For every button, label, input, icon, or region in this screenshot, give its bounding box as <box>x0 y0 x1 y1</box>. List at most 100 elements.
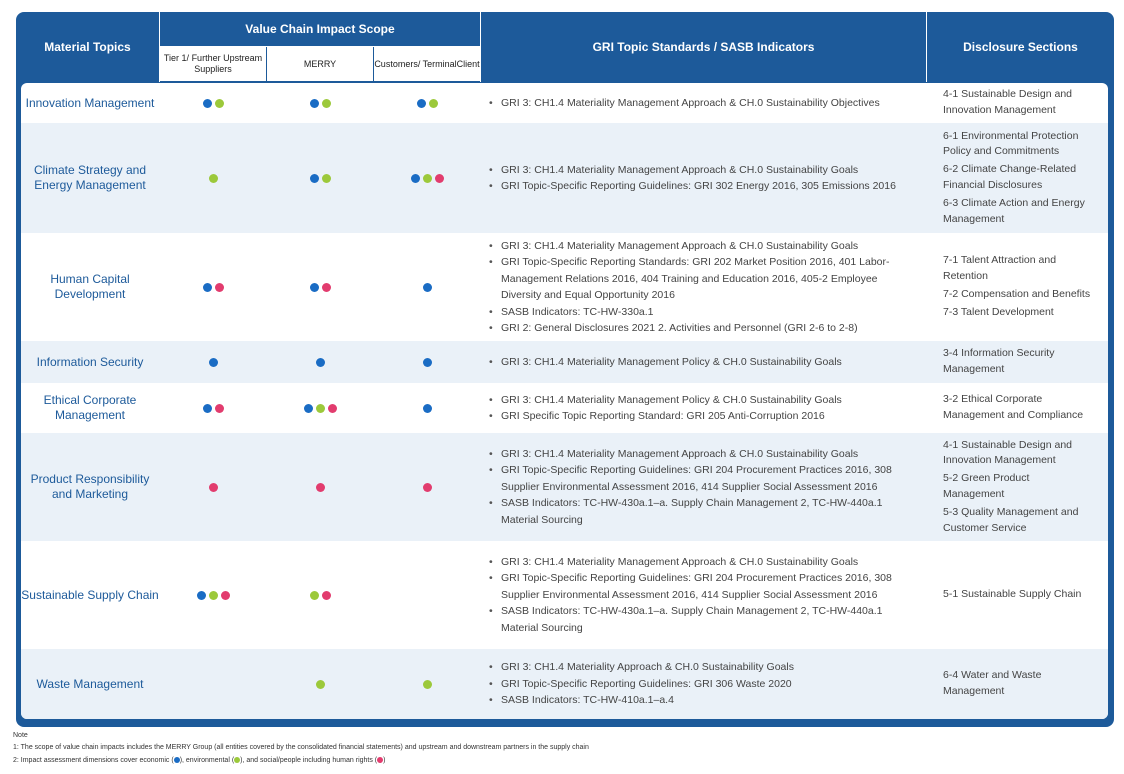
note-title: Note <box>13 731 28 740</box>
blue-dot-icon <box>309 282 319 292</box>
impact-cell-upstream <box>160 341 266 383</box>
note-2: 2: Impact assessment dimensions cover ec… <box>13 756 385 765</box>
red-dot-icon <box>208 482 218 492</box>
gri-item: GRI 3: CH1.4 Materiality Management Appr… <box>487 238 905 255</box>
table-row: Waste Management GRI 3: CH1.4 Materiality… <box>21 649 1108 719</box>
note-2-text-d: ) <box>383 757 386 764</box>
impact-cell-customers <box>374 433 480 541</box>
impact-cell-merry <box>267 123 373 233</box>
blue-dot-icon <box>416 98 426 108</box>
impact-cell-merry <box>267 649 373 719</box>
material-topic: Sustainable Supply Chain <box>21 587 159 602</box>
impact-cell-customers <box>374 341 480 383</box>
green-dot-icon <box>422 173 432 183</box>
impact-cell-merry <box>267 83 373 123</box>
impact-cell-upstream <box>160 233 266 341</box>
disclosure-section: 7-3 Talent Development <box>943 305 1054 318</box>
red-dot-icon <box>422 482 432 492</box>
gri-cell: GRI 3: CH1.4 Materiality Management Appr… <box>487 541 905 649</box>
header-col-upstream: Tier 1/ Further Upstream Suppliers <box>160 47 266 81</box>
note-1-text: 1: The scope of value chain impacts incl… <box>13 744 589 751</box>
green-dot-icon <box>321 98 331 108</box>
table-row: Innovation Management GRI 3: CH1.4 Materi… <box>21 83 1108 123</box>
header-col-merry: MERRY <box>267 47 373 81</box>
gri-item: GRI Specific Topic Reporting Standard: G… <box>487 408 905 425</box>
table-row: Climate Strategy and Energy Management GR… <box>21 123 1108 233</box>
blue-dot-icon <box>309 98 319 108</box>
disclosure-section: 6-2 Climate Change-Related Financial Dis… <box>943 163 1077 191</box>
red-dot-icon <box>214 282 224 292</box>
disclosure-section: 6-4 Water and Waste Management <box>943 669 1042 697</box>
material-topic: Climate Strategy and Energy Management <box>33 163 147 192</box>
disclosure-section: 3-2 Ethical Corporate Management and Com… <box>943 393 1084 421</box>
green-dot-icon <box>422 679 432 689</box>
gri-item: GRI 3: CH1.4 Materiality Management Appr… <box>487 554 905 571</box>
impact-cell-merry <box>267 383 373 433</box>
blue-dot-icon <box>202 282 212 292</box>
impact-cell-merry <box>267 541 373 649</box>
impact-cell-upstream <box>160 541 266 649</box>
impact-cell-customers <box>374 123 480 233</box>
red-dot-icon <box>220 590 230 600</box>
header-value-chain-label: Value Chain Impact Scope <box>245 22 395 36</box>
impact-cell-customers <box>374 541 480 649</box>
header-disclosure: Disclosure Sections <box>927 12 1114 82</box>
economic-dot-icon <box>173 757 180 763</box>
note-1: 1: The scope of value chain impacts incl… <box>13 743 589 752</box>
blue-dot-icon <box>196 590 206 600</box>
environmental-dot-icon <box>234 757 241 763</box>
gri-item: SASB Indicators: TC-HW-330a.1 <box>487 304 905 321</box>
gri-item: GRI Topic-Specific Reporting Standards: … <box>487 254 905 304</box>
header-disclosure-label: Disclosure Sections <box>963 40 1078 54</box>
note-2-text-a: 2: Impact assessment dimensions cover ec… <box>13 757 174 764</box>
impact-cell-merry <box>267 233 373 341</box>
blue-dot-icon <box>202 403 212 413</box>
blue-dot-icon <box>410 173 420 183</box>
blue-dot-icon <box>422 357 432 367</box>
material-topic: Waste Management <box>36 676 144 691</box>
material-topic: Product Responsibility and Marketing <box>30 472 150 501</box>
blue-dot-icon <box>422 403 432 413</box>
gri-cell: GRI 3: CH1.4 Materiality Management Appr… <box>487 233 905 341</box>
impact-cell-customers <box>374 383 480 433</box>
red-dot-icon <box>315 482 325 492</box>
green-dot-icon <box>214 98 224 108</box>
gri-item: GRI 3: CH1.4 Materiality Management Poli… <box>487 392 905 409</box>
disclosure-section: 7-2 Compensation and Benefits <box>943 288 1091 300</box>
table-body: Innovation Management GRI 3: CH1.4 Materi… <box>21 83 1108 719</box>
disclosure-section: 6-3 Climate Action and Energy Management <box>943 196 1085 225</box>
header-col-customers: Customers/ TerminalClient <box>374 47 480 81</box>
blue-dot-icon <box>309 173 319 183</box>
disclosure-cell: 3-4 Information Security Management <box>943 341 1093 383</box>
green-dot-icon <box>208 173 218 183</box>
impact-cell-customers <box>374 233 480 341</box>
material-topic: Innovation Management <box>25 95 155 110</box>
note-2-text-b: ), environmental ( <box>179 757 235 764</box>
impact-cell-upstream <box>160 123 266 233</box>
material-topic: Human Capital Development <box>50 272 130 301</box>
table-row: Human Capital Development GRI 3: CH1.4 Ma… <box>21 233 1108 341</box>
disclosure-section: 5-1 Sustainable Supply Chain <box>943 588 1082 601</box>
gri-item: GRI 2: General Disclosures 2021 2. Activ… <box>487 320 905 337</box>
red-dot-icon <box>321 282 331 292</box>
header-value-chain: Value Chain Impact Scope <box>160 12 480 46</box>
green-dot-icon <box>321 173 331 183</box>
note-title-text: Note <box>13 732 28 739</box>
gri-item: GRI Topic-Specific Reporting Guidelines:… <box>487 178 905 195</box>
disclosure-section: 7-1 Talent Attraction and Retention <box>943 254 1057 283</box>
green-dot-icon <box>309 590 319 600</box>
impact-cell-merry <box>267 341 373 383</box>
gri-item: GRI 3: CH1.4 Materiality Approach & CH.0… <box>487 659 905 676</box>
disclosure-cell: 6-4 Water and Waste Management <box>943 649 1093 719</box>
disclosure-cell: 4-1 Sustainable Design and Innovation Ma… <box>943 83 1093 123</box>
gri-cell: GRI 3: CH1.4 Materiality Approach & CH.0… <box>487 649 905 719</box>
red-dot-icon <box>434 173 444 183</box>
gri-item: GRI Topic-Specific Reporting Guidelines:… <box>487 462 905 495</box>
gri-cell: GRI 3: CH1.4 Materiality Management Poli… <box>487 341 905 383</box>
impact-cell-merry <box>267 433 373 541</box>
gri-cell: GRI 3: CH1.4 Materiality Management Appr… <box>487 123 905 233</box>
header-material-topics: Material Topics <box>16 12 159 82</box>
social-dot-icon <box>377 757 384 763</box>
disclosure-cell: 7-1 Talent Attraction and Retention 7-2 C… <box>943 233 1093 341</box>
impact-cell-upstream <box>160 83 266 123</box>
